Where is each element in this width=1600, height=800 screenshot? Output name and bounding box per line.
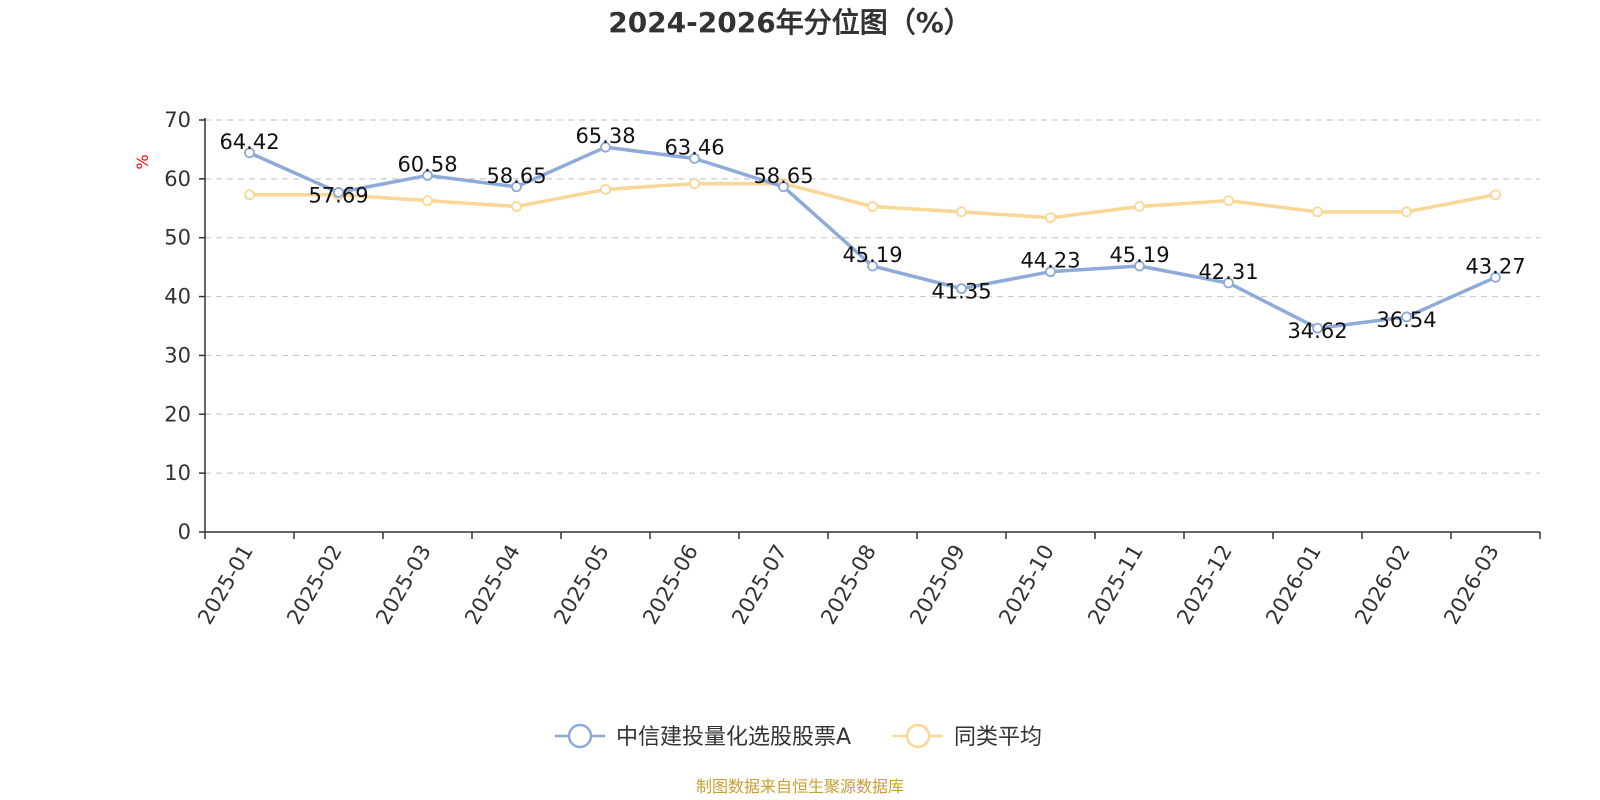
- data-point: [1223, 277, 1234, 289]
- data-point: [244, 147, 255, 159]
- data-point: [1312, 206, 1323, 218]
- x-tick-label: 2025-06: [638, 541, 703, 629]
- data-point: [422, 170, 433, 181]
- data-point: [333, 187, 344, 198]
- y-tick-label: 70: [164, 108, 191, 132]
- data-label: 42.31: [1198, 260, 1258, 284]
- y-tick-label: 60: [164, 167, 191, 191]
- x-tick-label: 2026-02: [1350, 541, 1415, 629]
- data-point: [1045, 266, 1056, 278]
- y-tick-label: 10: [164, 461, 191, 485]
- data-point: [244, 189, 255, 201]
- x-tick-label: 2025-05: [549, 541, 614, 629]
- data-label: 58.65: [486, 164, 546, 188]
- data-label: 65.38: [575, 124, 635, 148]
- x-tick-label: 2026-03: [1439, 541, 1504, 629]
- data-label: 45.19: [1109, 243, 1169, 267]
- x-tick-label: 2025-09: [905, 541, 970, 629]
- x-tick-label: 2025-02: [282, 541, 347, 629]
- y-tick-label: 40: [164, 285, 191, 309]
- x-tick-label: 2025-04: [460, 541, 525, 629]
- data-labels: 64.42 57.69 60.58 58.65 65.38 63.46 58.65 45.19…: [219, 124, 1525, 343]
- y-tick-label: 0: [178, 520, 191, 544]
- x-tick-label: 2025-10: [994, 541, 1059, 629]
- data-label: 36.54: [1376, 308, 1436, 332]
- data-label: 45.19: [842, 243, 902, 267]
- data-point: [867, 260, 878, 272]
- x-tick-label: 2025-11: [1083, 541, 1148, 629]
- data-point: [511, 181, 522, 193]
- data-label: 64.42: [219, 130, 279, 154]
- source-note: 制图数据来自恒生聚源数据库: [696, 777, 904, 796]
- series-line: [249, 181, 1496, 220]
- data-point: [1490, 271, 1501, 283]
- axes: [204, 118, 1540, 533]
- data-point: [956, 206, 967, 218]
- x-tick-label: 2025-01: [193, 541, 258, 629]
- data-label: 41.35: [931, 280, 991, 304]
- data-label: 58.65: [753, 164, 813, 188]
- x-tick-label: 2025-08: [816, 541, 881, 629]
- data-label: 34.62: [1287, 319, 1347, 343]
- data-label: 43.27: [1465, 254, 1525, 278]
- data-point: [1312, 322, 1323, 334]
- x-tick-label: 2025-12: [1172, 541, 1237, 629]
- y-axis-ticks: 0 10 20 30 40 50 60 70: [164, 108, 205, 544]
- data-point: [1223, 195, 1234, 207]
- data-point: [689, 178, 700, 189]
- x-tick-label: 2025-03: [371, 541, 436, 629]
- data-point: [956, 283, 967, 295]
- data-point: [1401, 311, 1412, 323]
- series-group: [244, 141, 1501, 334]
- data-label: 44.23: [1020, 249, 1080, 273]
- legend-marker: [905, 723, 931, 749]
- data-point: [1134, 201, 1145, 212]
- data-point: [511, 201, 522, 212]
- data-label: 60.58: [397, 152, 457, 176]
- data-label: 57.69: [308, 183, 368, 207]
- data-point: [867, 201, 878, 212]
- data-point: [1134, 260, 1145, 272]
- x-tick-label: 2026-01: [1261, 541, 1326, 629]
- grid-lines: [205, 119, 1540, 474]
- x-tick-label: 2025-07: [727, 541, 792, 629]
- data-point: [422, 195, 433, 207]
- legend: 中信建投量化选股股票A 同类平均: [555, 723, 1042, 750]
- data-point: [1401, 206, 1412, 218]
- legend-entry: 中信建投量化选股股票A: [616, 725, 851, 750]
- y-tick-label: 30: [164, 343, 191, 367]
- data-label: 63.46: [664, 135, 724, 159]
- x-axis-ticks: 2025-01 2025-02 2025-03 2025-04 2025-05 2025-…: [193, 532, 1541, 629]
- data-point: [600, 141, 611, 153]
- data-point: [689, 153, 700, 164]
- y-tick-label: 20: [164, 402, 191, 426]
- legend-entry: 同类平均: [954, 725, 1042, 750]
- data-point: [1045, 212, 1056, 224]
- data-point: [1490, 189, 1501, 201]
- chart-title: 2024-2026年分位图（%）: [608, 6, 972, 39]
- y-axis-label: %: [133, 154, 152, 169]
- data-point: [778, 181, 789, 193]
- legend-marker: [567, 723, 593, 749]
- y-tick-label: 50: [164, 226, 191, 250]
- data-point: [600, 184, 611, 195]
